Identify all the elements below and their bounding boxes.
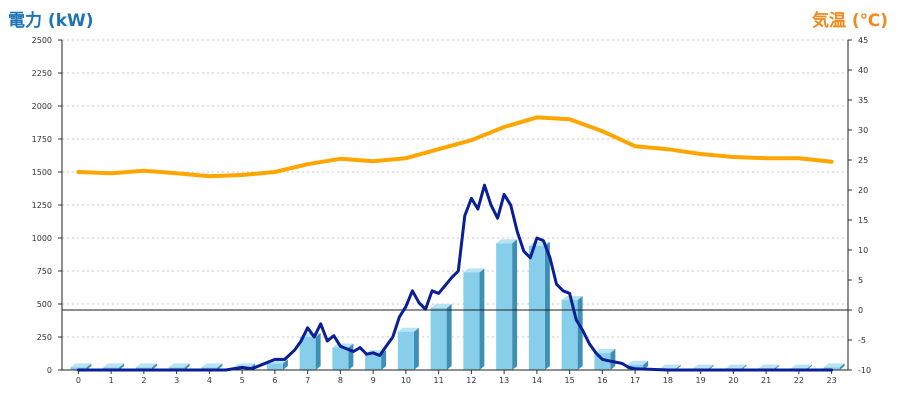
x-axis-tick-label: 22 (794, 376, 804, 385)
bar (299, 337, 316, 370)
x-axis-tick-label: 7 (305, 376, 310, 385)
bar-top (430, 303, 452, 308)
x-axis-tick-label: 18 (663, 376, 673, 385)
right-axis-tick-label: 5 (858, 276, 863, 285)
bar (496, 243, 513, 370)
left-axis-tick-label: 750 (37, 267, 52, 276)
bar-top (135, 363, 157, 368)
bar-side (217, 363, 223, 370)
bar-side (544, 241, 550, 370)
bar (528, 245, 545, 370)
left-axis-tick-label: 1250 (32, 201, 52, 210)
bar-top (496, 239, 518, 244)
x-axis-tick-label: 23 (827, 376, 837, 385)
bar-top (168, 363, 190, 368)
bar-top (758, 364, 780, 369)
bar-side (282, 359, 288, 370)
x-axis-tick-label: 9 (371, 376, 376, 385)
x-axis-tick-label: 5 (240, 376, 245, 385)
left-axis-tick-label: 2250 (32, 69, 52, 78)
bar-top (201, 363, 223, 368)
x-axis-tick-label: 19 (696, 376, 706, 385)
bar-top (692, 364, 714, 369)
bar-top (397, 327, 419, 332)
bar-side (413, 327, 419, 370)
bar-side (479, 268, 485, 370)
bar-side (119, 363, 125, 370)
bar-top (103, 363, 125, 368)
left-axis-tick-label: 1000 (32, 234, 52, 243)
bar (332, 347, 349, 370)
x-axis-tick-label: 10 (401, 376, 411, 385)
bar-side (610, 348, 616, 370)
x-axis-tick-label: 17 (630, 376, 640, 385)
right-axis-tick-label: 30 (858, 126, 868, 135)
bar-top (659, 364, 681, 369)
x-axis-tick-label: 4 (207, 376, 212, 385)
temperature-line (76, 115, 834, 179)
bar (266, 363, 283, 370)
bar-side (577, 296, 583, 370)
right-axis-tick-label: 25 (858, 156, 868, 165)
bar-top (823, 363, 845, 368)
right-axis-tick-label: -5 (858, 336, 866, 345)
left-axis-tick-label: 2500 (32, 36, 52, 45)
bar-top (594, 348, 616, 353)
right-axis-tick-label: 0 (858, 306, 863, 315)
bar (561, 300, 578, 370)
left-axis-tick-label: 500 (37, 300, 52, 309)
x-axis-tick-label: 21 (761, 376, 771, 385)
bar-side (184, 363, 190, 370)
bar-side (512, 239, 518, 370)
x-axis-tick-label: 0 (76, 376, 81, 385)
bar-top (463, 268, 485, 273)
bar-side (839, 363, 845, 370)
left-axis-tick-label: 250 (37, 333, 52, 342)
x-axis-tick-label: 3 (174, 376, 179, 385)
left-axis-tick-label: 2000 (32, 102, 52, 111)
right-axis-tick-label: 10 (858, 246, 868, 255)
left-axis-tick-label: 1750 (32, 135, 52, 144)
bar-side (151, 363, 157, 370)
right-axis-tick-label: 40 (858, 66, 868, 75)
bar-top (725, 364, 747, 369)
x-axis-tick-label: 15 (565, 376, 575, 385)
bar-side (315, 333, 321, 370)
right-axis-tick-label: 20 (858, 186, 868, 195)
bar-top (70, 363, 92, 368)
x-axis-tick-label: 14 (532, 376, 542, 385)
x-axis-tick-label: 8 (338, 376, 343, 385)
bar-top (790, 364, 812, 369)
x-axis-tick-label: 11 (434, 376, 444, 385)
x-axis-tick-label: 16 (597, 376, 607, 385)
bar-side (446, 303, 452, 370)
x-axis-tick-label: 13 (499, 376, 509, 385)
x-axis-tick-label: 2 (141, 376, 146, 385)
x-axis-tick-label: 6 (272, 376, 277, 385)
bar (430, 307, 447, 370)
left-axis-tick-label: 0 (47, 366, 52, 375)
left-axis-title: 電力 (kW) (8, 11, 94, 31)
bar-side (86, 363, 92, 370)
right-axis-title: 気温 (℃) (811, 11, 888, 31)
bar (365, 354, 382, 370)
right-axis-tick-label: -10 (858, 366, 871, 375)
power-line (76, 183, 834, 372)
x-axis-tick-label: 12 (466, 376, 476, 385)
bar (463, 272, 480, 370)
bar-top (627, 360, 649, 365)
bar (397, 331, 414, 370)
left-axis-tick-label: 1500 (32, 168, 52, 177)
bar-side (348, 343, 354, 370)
right-axis-tick-label: 15 (858, 216, 868, 225)
right-axis-tick-label: 35 (858, 96, 868, 105)
right-axis-tick-label: 45 (858, 36, 868, 45)
x-axis-tick-label: 1 (109, 376, 114, 385)
x-axis-tick-label: 20 (728, 376, 738, 385)
bar-side (381, 350, 387, 370)
